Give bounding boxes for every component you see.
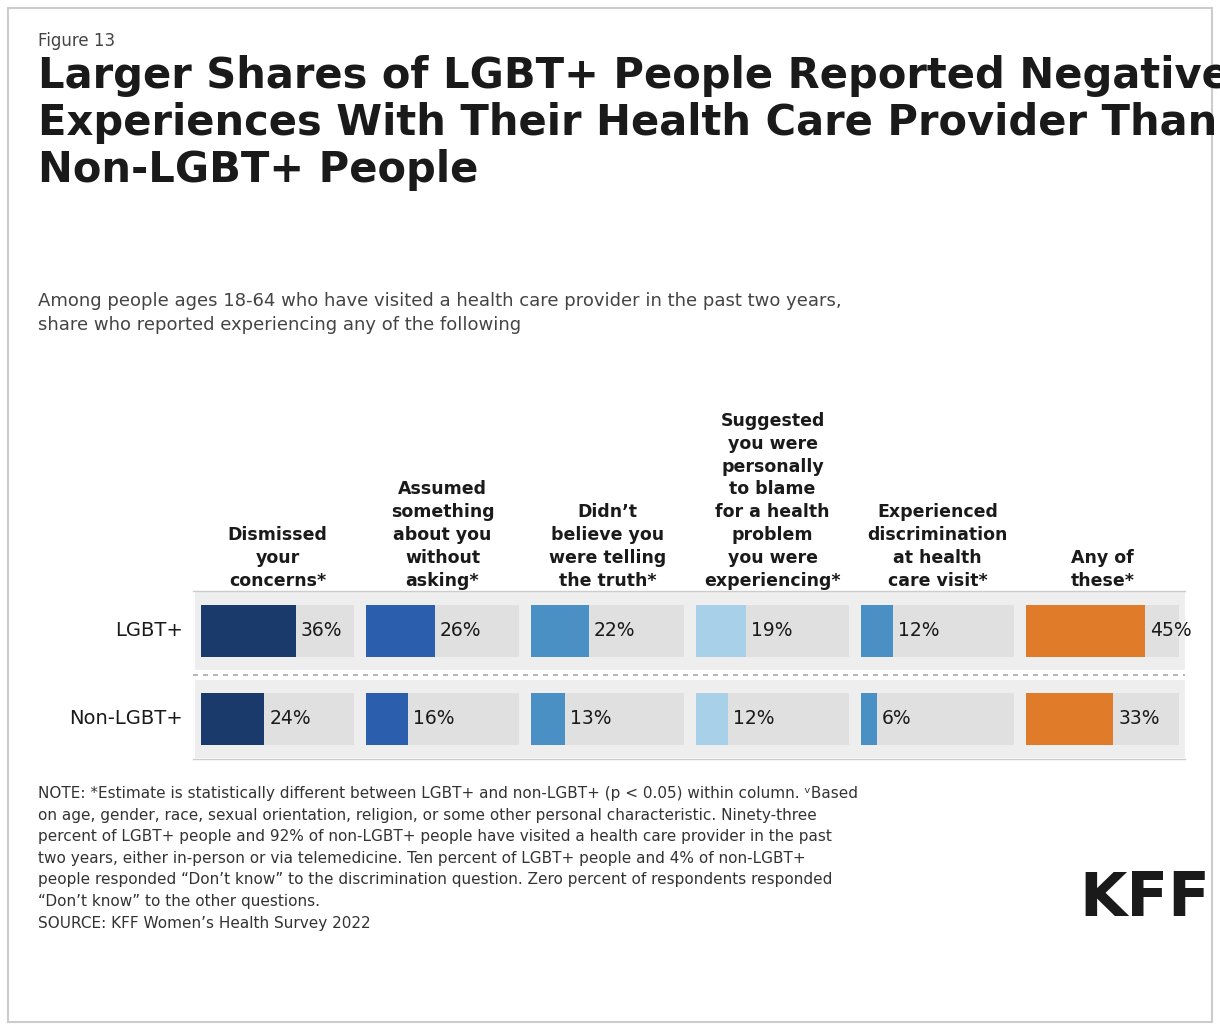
Bar	[1026, 693, 1179, 745]
Bar	[366, 605, 434, 657]
Text: 6%: 6%	[882, 710, 911, 728]
Text: Dismissed
your
concerns*: Dismissed your concerns*	[228, 526, 327, 590]
Bar	[861, 693, 877, 745]
Bar	[531, 605, 589, 657]
Bar	[861, 693, 1014, 745]
Text: 33%: 33%	[1118, 710, 1160, 728]
Text: NOTE: *Estimate is statistically different between LGBT+ and non-LGBT+ (p < 0.05: NOTE: *Estimate is statistically differe…	[38, 786, 858, 930]
Bar	[201, 605, 296, 657]
Text: Any of
these*: Any of these*	[1070, 549, 1135, 590]
Text: 13%: 13%	[570, 710, 611, 728]
Text: 12%: 12%	[733, 710, 775, 728]
Bar	[1026, 693, 1113, 745]
Bar	[531, 693, 684, 745]
Bar	[366, 605, 518, 657]
Bar	[1026, 605, 1179, 657]
Bar	[531, 693, 565, 745]
Text: 45%: 45%	[1149, 621, 1192, 641]
Bar	[861, 605, 893, 657]
Bar	[195, 680, 1185, 758]
Bar	[861, 605, 1014, 657]
Text: 24%: 24%	[270, 710, 311, 728]
Bar	[695, 605, 849, 657]
Text: 16%: 16%	[414, 710, 455, 728]
Bar	[695, 693, 849, 745]
Bar	[201, 693, 265, 745]
Text: Non-LGBT+: Non-LGBT+	[70, 710, 183, 728]
Text: 36%: 36%	[301, 621, 343, 641]
Bar	[531, 605, 684, 657]
Bar	[695, 605, 747, 657]
Bar	[366, 693, 518, 745]
Text: Experienced
discrimination
at health
care visit*: Experienced discrimination at health car…	[867, 504, 1008, 590]
Text: KFF: KFF	[1080, 870, 1210, 929]
Bar	[195, 592, 1185, 670]
Text: Among people ages 18-64 who have visited a health care provider in the past two : Among people ages 18-64 who have visited…	[38, 291, 842, 334]
Bar	[695, 693, 727, 745]
Bar	[1026, 605, 1144, 657]
Text: LGBT+: LGBT+	[115, 621, 183, 641]
Text: 26%: 26%	[439, 621, 481, 641]
Text: Suggested
you were
personally
to blame
for a health
problem
you were
experiencin: Suggested you were personally to blame f…	[704, 412, 841, 590]
Bar	[366, 693, 409, 745]
Text: Didn’t
believe you
were telling
the truth*: Didn’t believe you were telling the trut…	[549, 504, 666, 590]
Text: Larger Shares of LGBT+ People Reported Negative
Experiences With Their Health Ca: Larger Shares of LGBT+ People Reported N…	[38, 55, 1220, 191]
Text: Assumed
something
about you
without
asking*: Assumed something about you without aski…	[390, 480, 494, 590]
Text: 22%: 22%	[594, 621, 636, 641]
Bar	[201, 693, 354, 745]
Bar	[201, 605, 354, 657]
Text: 12%: 12%	[898, 621, 939, 641]
Text: Figure 13: Figure 13	[38, 32, 115, 50]
Text: 19%: 19%	[752, 621, 793, 641]
